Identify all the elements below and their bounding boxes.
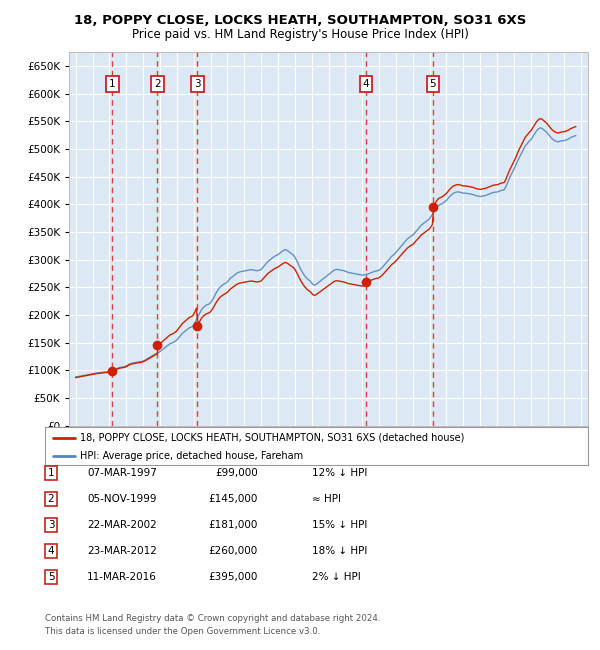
Text: 4: 4 <box>362 79 369 89</box>
Text: 18, POPPY CLOSE, LOCKS HEATH, SOUTHAMPTON, SO31 6XS: 18, POPPY CLOSE, LOCKS HEATH, SOUTHAMPTO… <box>74 14 526 27</box>
Text: Price paid vs. HM Land Registry's House Price Index (HPI): Price paid vs. HM Land Registry's House … <box>131 28 469 41</box>
Text: 2: 2 <box>154 79 161 89</box>
Text: Contains HM Land Registry data © Crown copyright and database right 2024.: Contains HM Land Registry data © Crown c… <box>45 614 380 623</box>
Text: 07-MAR-1997: 07-MAR-1997 <box>87 468 157 478</box>
Text: 5: 5 <box>430 79 436 89</box>
Text: 11-MAR-2016: 11-MAR-2016 <box>87 572 157 582</box>
Text: 5: 5 <box>47 572 55 582</box>
Text: 05-NOV-1999: 05-NOV-1999 <box>87 494 157 504</box>
Text: 23-MAR-2012: 23-MAR-2012 <box>87 546 157 556</box>
Text: £181,000: £181,000 <box>209 520 258 530</box>
Text: 1: 1 <box>109 79 116 89</box>
Text: £260,000: £260,000 <box>209 546 258 556</box>
Text: 2% ↓ HPI: 2% ↓ HPI <box>312 572 361 582</box>
Text: 15% ↓ HPI: 15% ↓ HPI <box>312 520 367 530</box>
Text: 18% ↓ HPI: 18% ↓ HPI <box>312 546 367 556</box>
Text: 3: 3 <box>47 520 55 530</box>
Text: 18, POPPY CLOSE, LOCKS HEATH, SOUTHAMPTON, SO31 6XS (detached house): 18, POPPY CLOSE, LOCKS HEATH, SOUTHAMPTO… <box>80 433 464 443</box>
Text: 1: 1 <box>47 468 55 478</box>
Text: HPI: Average price, detached house, Fareham: HPI: Average price, detached house, Fare… <box>80 452 304 461</box>
Text: 12% ↓ HPI: 12% ↓ HPI <box>312 468 367 478</box>
Text: ≈ HPI: ≈ HPI <box>312 494 341 504</box>
Text: This data is licensed under the Open Government Licence v3.0.: This data is licensed under the Open Gov… <box>45 627 320 636</box>
Text: 22-MAR-2002: 22-MAR-2002 <box>87 520 157 530</box>
Text: £145,000: £145,000 <box>209 494 258 504</box>
Text: 2: 2 <box>47 494 55 504</box>
Text: 4: 4 <box>47 546 55 556</box>
Text: £395,000: £395,000 <box>209 572 258 582</box>
Text: £99,000: £99,000 <box>215 468 258 478</box>
Text: 3: 3 <box>194 79 201 89</box>
